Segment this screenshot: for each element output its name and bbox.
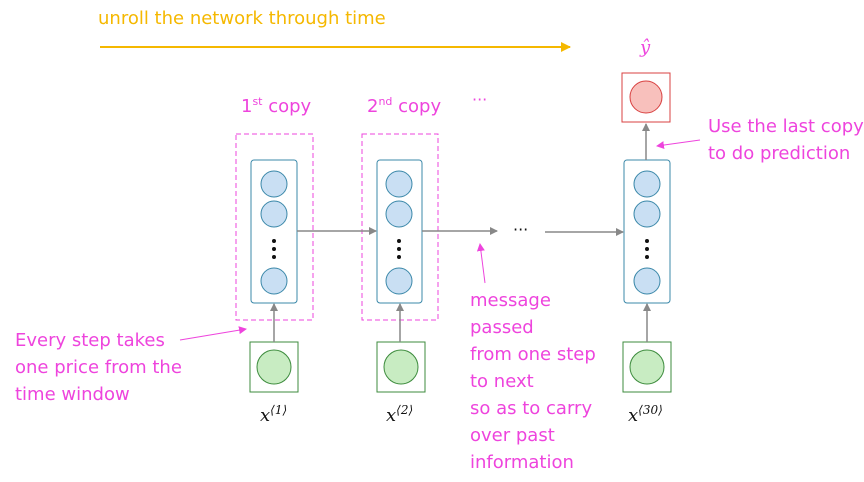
copy-box-1 — [235, 133, 314, 321]
output-label-yhat: ŷ — [640, 37, 651, 58]
rnn-cell-1 — [250, 159, 298, 304]
every-step-annotation: Every step takes one price from the time… — [15, 330, 182, 405]
last-copy-annotation: Use the last copy to do prediction — [708, 116, 864, 164]
copy-label-1: 1st copy — [241, 95, 312, 117]
input-label-1: x⟨1⟩ — [260, 403, 288, 426]
input-node-30 — [622, 341, 672, 393]
hidden-ellipsis: ··· — [513, 220, 529, 239]
copy-ellipsis: ··· — [472, 90, 488, 109]
rnn-cell-2 — [376, 159, 423, 304]
message-pointer — [476, 243, 486, 284]
rnn-cell-30 — [623, 159, 671, 304]
input-label-2: x⟨2⟩ — [386, 403, 414, 426]
message-annotation: message passed from one step to next so … — [470, 290, 596, 473]
output-node — [621, 72, 671, 123]
last-copy-pointer — [656, 139, 701, 149]
input-label-30: x⟨30⟩ — [628, 403, 663, 426]
copy-label-2: 2nd copy — [367, 95, 442, 117]
input-node-2 — [376, 341, 426, 393]
every-step-pointer — [179, 326, 247, 341]
input-node-1 — [249, 341, 299, 393]
unroll-label: unroll the network through time — [98, 8, 386, 29]
